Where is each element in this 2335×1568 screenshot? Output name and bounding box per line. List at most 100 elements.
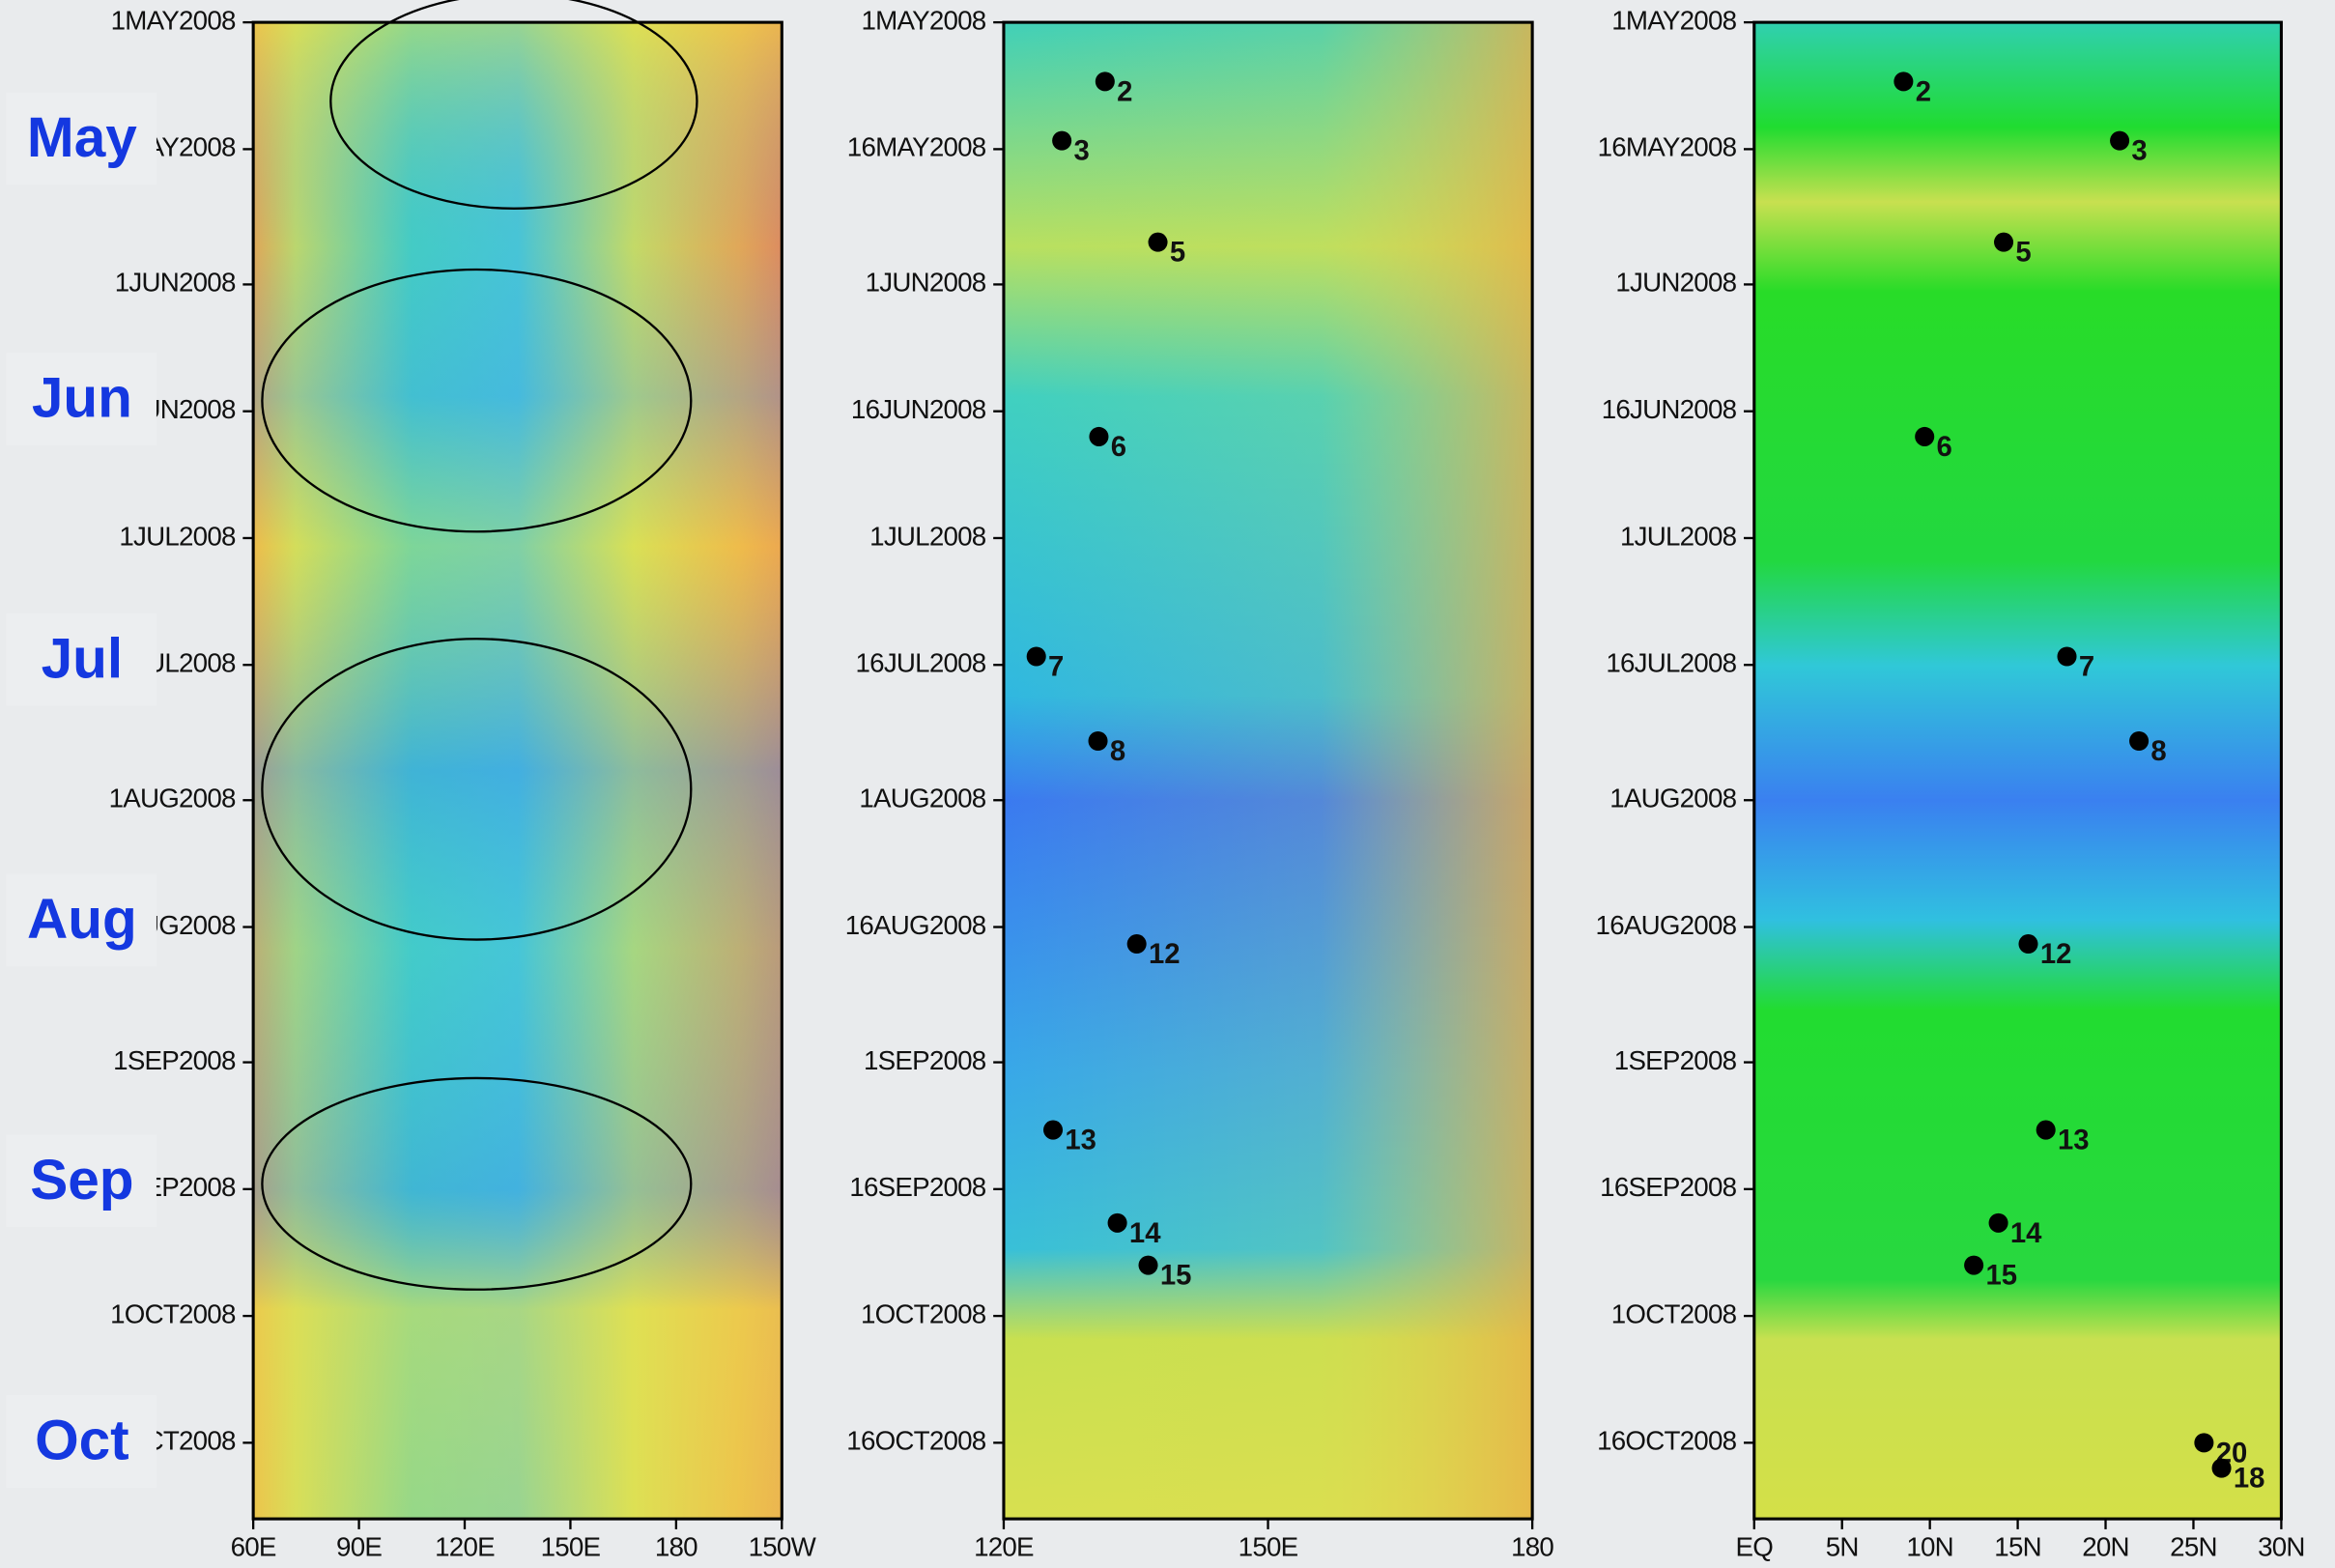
x-tick-label: 150E bbox=[1239, 1531, 1298, 1561]
event-label: 12 bbox=[1149, 938, 1181, 970]
month-label: Jun bbox=[32, 367, 132, 430]
month-label: Oct bbox=[35, 1410, 129, 1472]
x-tick-label: 180 bbox=[655, 1531, 698, 1561]
y-tick-label: 1AUG2008 bbox=[1609, 784, 1736, 813]
x-tick-label: 120E bbox=[974, 1531, 1034, 1561]
y-tick-label: 1OCT2008 bbox=[110, 1298, 236, 1328]
y-tick-label: 16JUN2008 bbox=[851, 394, 986, 424]
x-tick-label: 30N bbox=[2258, 1531, 2305, 1561]
month-box bbox=[6, 1395, 157, 1488]
y-tick-label: 1SEP2008 bbox=[864, 1045, 986, 1075]
y-tick-label: 1AUG2008 bbox=[859, 784, 985, 813]
event-point bbox=[1089, 426, 1109, 446]
y-tick-label: 1MAY2008 bbox=[1611, 5, 1736, 35]
x-tick-label: 150E bbox=[541, 1531, 601, 1561]
month-box bbox=[6, 1134, 157, 1228]
x-tick-label: 120E bbox=[435, 1531, 495, 1561]
event-label: 18 bbox=[2234, 1463, 2265, 1495]
event-point bbox=[1138, 1255, 1158, 1275]
y-tick-label: 1MAY2008 bbox=[861, 5, 985, 35]
x-tick-label: EQ bbox=[1736, 1531, 1774, 1561]
event-point bbox=[1088, 730, 1108, 752]
event-point bbox=[1994, 232, 2014, 252]
event-point bbox=[1915, 426, 1935, 446]
heatmap-3 bbox=[1753, 22, 2282, 1520]
event-label: 5 bbox=[2015, 237, 2031, 269]
heatmap-2 bbox=[1003, 22, 1533, 1520]
event-point bbox=[2057, 646, 2077, 667]
y-tick-label: 1SEP2008 bbox=[113, 1045, 236, 1075]
event-label: 7 bbox=[1048, 651, 1064, 683]
event-point bbox=[2018, 934, 2038, 955]
x-tick-label: 5N bbox=[1826, 1531, 1859, 1561]
y-tick-label: 1OCT2008 bbox=[1611, 1298, 1737, 1328]
event-label: 5 bbox=[1170, 237, 1185, 269]
y-tick-label: 16MAY2008 bbox=[847, 132, 986, 162]
event-point bbox=[2110, 130, 2130, 151]
month-label: Aug bbox=[27, 888, 137, 951]
y-tick-label: 1JUN2008 bbox=[1615, 268, 1736, 298]
event-label: 15 bbox=[1985, 1260, 2017, 1292]
y-tick-label: 16OCT2008 bbox=[846, 1426, 986, 1456]
y-tick-label: 1JUL2008 bbox=[1620, 521, 1737, 551]
y-tick-label: 1SEP2008 bbox=[1614, 1045, 1737, 1075]
y-tick-label: 1AUG2008 bbox=[109, 784, 236, 813]
event-point bbox=[1964, 1255, 1984, 1275]
month-box bbox=[6, 873, 157, 967]
y-tick-label: 16JUL2008 bbox=[1606, 648, 1736, 678]
month-box bbox=[6, 92, 157, 185]
event-label: 8 bbox=[2150, 735, 2166, 767]
x-tick-label: 180 bbox=[1511, 1531, 1553, 1561]
event-label: 3 bbox=[1073, 135, 1089, 167]
x-tick-label: 25N bbox=[2170, 1531, 2217, 1561]
event-point bbox=[1894, 71, 1914, 92]
event-label: 15 bbox=[1160, 1260, 1192, 1292]
y-tick-label: 1JUN2008 bbox=[115, 268, 236, 298]
event-label: 6 bbox=[1937, 431, 1952, 463]
y-tick-label: 16JUL2008 bbox=[856, 648, 986, 678]
event-label: 3 bbox=[2131, 135, 2147, 167]
x-tick-label: 60E bbox=[231, 1531, 276, 1561]
y-tick-label: 1JUL2008 bbox=[869, 521, 986, 551]
event-point bbox=[1052, 130, 1072, 151]
event-point bbox=[1043, 1120, 1064, 1140]
y-tick-label: 16AUG2008 bbox=[845, 910, 986, 940]
y-tick-label: 16AUG2008 bbox=[1596, 910, 1737, 940]
month-label: Sep bbox=[30, 1149, 133, 1212]
event-label: 8 bbox=[1110, 735, 1125, 767]
x-tick-label: 20N bbox=[2082, 1531, 2129, 1561]
event-point bbox=[2194, 1433, 2214, 1453]
x-tick-label: 150W bbox=[749, 1531, 817, 1561]
event-label: 12 bbox=[2040, 938, 2072, 970]
month-label: May bbox=[27, 106, 137, 169]
event-point bbox=[2211, 1458, 2232, 1478]
event-label: 13 bbox=[2058, 1125, 2090, 1156]
event-label: 13 bbox=[1065, 1125, 1096, 1156]
event-label: 6 bbox=[1111, 431, 1126, 463]
event-point bbox=[2129, 730, 2150, 752]
y-tick-label: 1OCT2008 bbox=[861, 1298, 986, 1328]
event-point bbox=[2036, 1120, 2056, 1140]
y-tick-label: 16JUN2008 bbox=[1602, 394, 1737, 424]
event-label: 7 bbox=[2079, 651, 2094, 683]
month-label: Jul bbox=[42, 627, 124, 690]
y-tick-label: 16SEP2008 bbox=[849, 1172, 985, 1202]
y-tick-label: 1JUL2008 bbox=[119, 521, 236, 551]
event-point bbox=[1107, 1212, 1127, 1233]
x-tick-label: 90E bbox=[336, 1531, 382, 1561]
heatmap-1 bbox=[253, 0, 783, 1520]
y-tick-label: 16MAY2008 bbox=[1598, 132, 1737, 162]
y-tick-label: 1MAY2008 bbox=[111, 5, 236, 35]
event-point bbox=[1148, 232, 1168, 252]
y-tick-label: 1JUN2008 bbox=[866, 268, 986, 298]
event-label: 14 bbox=[1129, 1217, 1161, 1249]
event-point bbox=[1988, 1212, 2008, 1233]
event-point bbox=[1095, 71, 1115, 92]
y-tick-label: 16OCT2008 bbox=[1597, 1426, 1737, 1456]
event-label: 2 bbox=[1117, 75, 1132, 107]
month-box bbox=[6, 613, 157, 706]
x-tick-label: 15N bbox=[1994, 1531, 2041, 1561]
y-tick-label: 16SEP2008 bbox=[1600, 1172, 1736, 1202]
month-box bbox=[6, 353, 157, 445]
